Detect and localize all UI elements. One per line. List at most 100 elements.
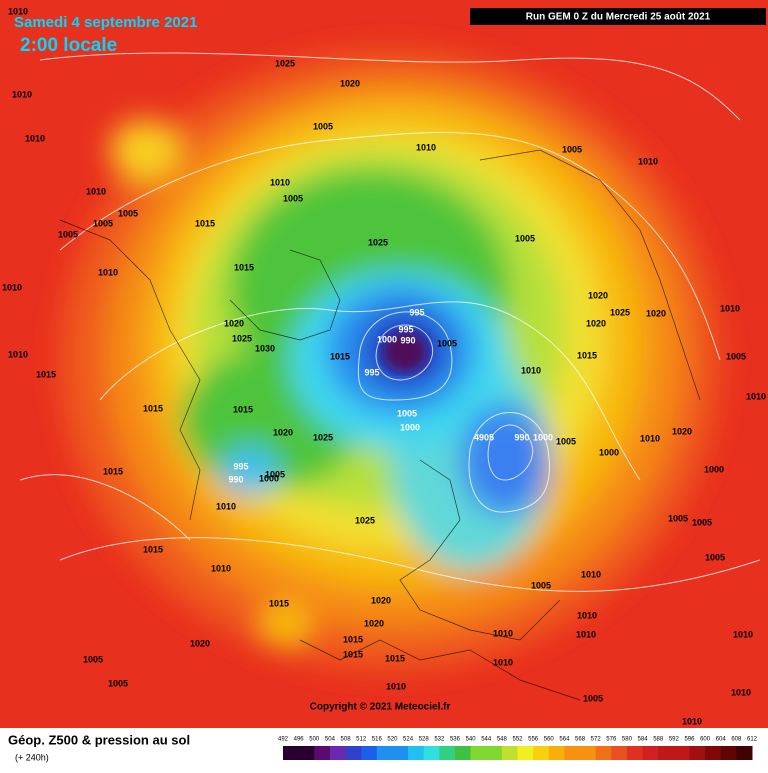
scale-label: 524 [403, 737, 414, 743]
isobar-label: 1020 [371, 595, 391, 605]
scale-swatch [329, 746, 347, 760]
isobar-label: 995 [364, 367, 379, 377]
isobar-label: 990 [400, 335, 415, 345]
isobar-label: 1020 [586, 318, 606, 328]
scale-label: 548 [497, 737, 508, 743]
isobar-label: 1010 [731, 687, 751, 697]
isobar-label: 1005 [313, 121, 333, 131]
isobar-label: 1005 [562, 144, 582, 154]
scale-swatch [486, 746, 503, 760]
isobar-label: 1015 [233, 404, 253, 414]
isobar-label: 4905 [474, 432, 494, 442]
scale-swatch [580, 746, 597, 760]
isobar-label: 1015 [577, 350, 597, 360]
isobar-label: 1005 [58, 229, 78, 239]
coastlines [59, 149, 701, 701]
isobar-label: 1010 [493, 657, 513, 667]
isobar-label: 1005 [705, 552, 725, 562]
isobars [19, 52, 761, 592]
scale-label: 580 [622, 737, 633, 743]
scale-label: 536 [450, 737, 461, 743]
scale-swatch [439, 746, 456, 760]
isobar-label: 1025 [313, 432, 333, 442]
isobar-label: 1010 [581, 569, 601, 579]
isobar-label: 1015 [234, 262, 254, 272]
scale-label: 512 [356, 737, 367, 743]
scale-label: 504 [325, 737, 336, 743]
isobar-label: 1010 [12, 89, 32, 99]
color-scale: 492 496 500 504 508 512 516 520 524 528 532 536 540 5… [278, 737, 758, 760]
scale-swatch [314, 746, 331, 760]
isobar-label: 1015 [143, 544, 163, 554]
scale-label: 496 [294, 737, 305, 743]
scale-swatch [658, 746, 675, 760]
isobar-label: 1010 [682, 716, 702, 726]
isobar-label: 1005 [83, 654, 103, 664]
isobar-label: 1010 [521, 365, 541, 375]
isobar-label: 1010 [98, 267, 118, 277]
isobar-label: 1020 [646, 308, 666, 318]
scale-label: 608 [731, 737, 742, 743]
scale-swatch [423, 746, 440, 760]
isobar-label: 1010 [638, 156, 658, 166]
isobar-label: 1005 [108, 678, 128, 688]
scale-swatch [345, 746, 362, 760]
scale-label: 588 [653, 737, 664, 743]
isobar-label: 1015 [385, 653, 405, 663]
isobar-label: 1005 [668, 513, 688, 523]
isobar-label: 1005 [556, 436, 576, 446]
isobar-label: 1010 [576, 629, 596, 639]
run-box [470, 8, 766, 25]
isobar-label: 1010 [25, 133, 45, 143]
scale-swatch [298, 746, 315, 760]
isobar-label: 1010 [640, 433, 660, 443]
isobar-label: 1010 [216, 501, 236, 511]
low-core [383, 332, 427, 372]
scale-swatch [470, 746, 487, 760]
isobar-label: 995 [398, 324, 413, 334]
isobar-label: 1005 [93, 218, 113, 228]
isobar-label: 1010 [2, 282, 22, 292]
isobar-label: 1020 [273, 427, 293, 437]
isobar-label: 1005 [515, 233, 535, 243]
isobar-label: 1025 [610, 307, 630, 317]
scale-swatch [626, 746, 644, 760]
isobar-label: 1010 [733, 629, 753, 639]
scale-swatch [454, 746, 472, 760]
isobar-label: 995 [409, 307, 424, 317]
scale-label: 596 [684, 737, 695, 743]
scale-label: 584 [638, 737, 649, 743]
isobar-label: 1015 [36, 369, 56, 379]
scale-label: 560 [544, 737, 555, 743]
scale-swatch [689, 746, 706, 760]
scale-label: 500 [309, 737, 320, 743]
isobar-label: 1020 [224, 318, 244, 328]
scale-swatch [720, 746, 737, 760]
scale-swatch [361, 746, 378, 760]
scale-swatch [392, 746, 409, 760]
scale-label: 572 [591, 737, 602, 743]
isobar-label: 1000 [259, 473, 279, 483]
isobar-label: 1010 [720, 303, 740, 313]
forecast-time: 2:00 locale [20, 35, 117, 56]
isobar-label: 1010 [211, 563, 231, 573]
isobar-label: 1020 [672, 426, 692, 436]
isobar-label: 1000 [533, 432, 553, 442]
isobar-label: 1010 [493, 628, 513, 638]
isobar-label: 1025 [355, 515, 375, 525]
scale-label: 604 [716, 737, 727, 743]
footer-title: Géop. Z500 & pression au sol [8, 732, 190, 747]
isobar-label: 1000 [704, 464, 724, 474]
scale-swatch [517, 746, 534, 760]
isobar-label: 1020 [190, 638, 210, 648]
scale-label: 592 [669, 737, 680, 743]
scale-label: 520 [387, 737, 398, 743]
isobar-label: 1005 [692, 517, 712, 527]
isobar-label: 1015 [143, 403, 163, 413]
isobar-label: 1015 [269, 598, 289, 608]
isobar-label: 1015 [343, 634, 363, 644]
scale-swatch [611, 746, 628, 760]
run-info: Run GEM 0 Z du Mercredi 25 août 2021 [526, 12, 711, 23]
